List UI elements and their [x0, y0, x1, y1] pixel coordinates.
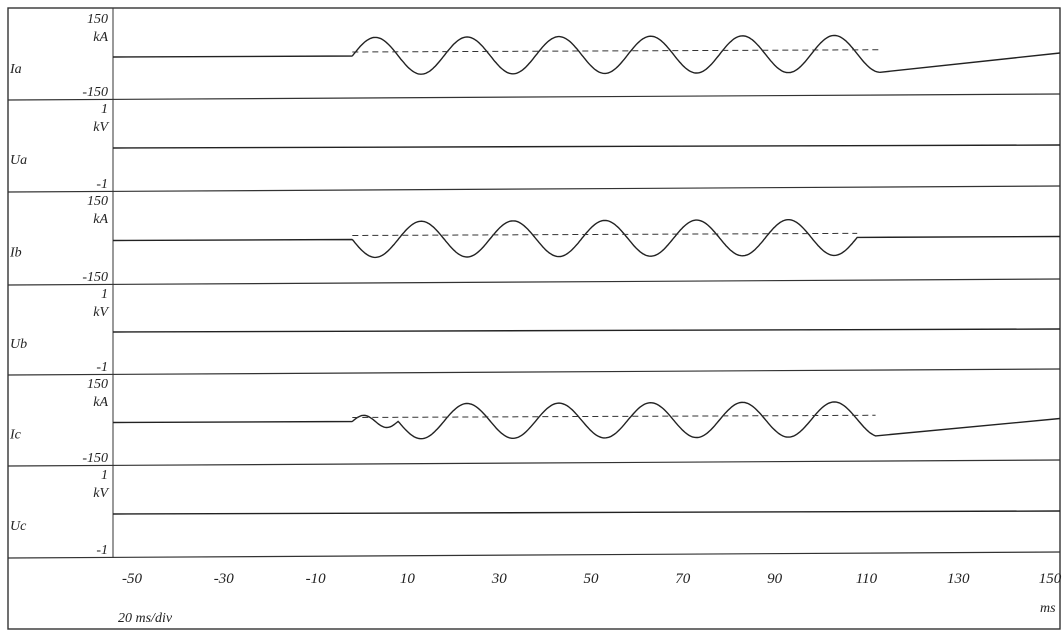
signal-trace: [112, 34, 1061, 75]
channel-name: Ia: [9, 62, 22, 77]
scale-min-label: -150: [82, 451, 108, 466]
unit-label: kA: [93, 30, 108, 45]
signal-trace: [112, 401, 1061, 440]
channel-name: Ua: [10, 153, 27, 168]
signal-trace: [112, 219, 1061, 259]
channel-name: Ib: [9, 246, 22, 261]
scale-max-label: 1: [101, 468, 108, 483]
channel-name: Uc: [10, 519, 27, 534]
panel-separator: [7, 551, 1061, 559]
x-tick-label: 50: [584, 571, 600, 587]
x-tick-label: 30: [491, 571, 508, 587]
scale-min-label: -1: [96, 543, 108, 558]
x-tick-label: 110: [856, 571, 878, 587]
scale-max-label: 150: [87, 12, 108, 27]
scale-min-label: -150: [82, 270, 108, 285]
scale-min-label: -150: [82, 85, 108, 100]
x-tick-label: 90: [767, 571, 783, 587]
scale-max-label: 150: [87, 377, 108, 392]
panel-separator: [7, 368, 1061, 376]
time-axis: -50 -30 -10 10 30 50 70 90 110 130 150 20 ms/div ms: [118, 571, 1062, 626]
scale-max-label: 1: [101, 102, 108, 117]
x-tick-label: -50: [122, 571, 142, 587]
x-tick-label: 70: [675, 571, 691, 587]
scale-max-label: 150: [87, 194, 108, 209]
dc-offset-line: [352, 49, 881, 53]
signal-trace: [112, 510, 1061, 515]
dc-offset-line: [352, 414, 876, 418]
x-tick-label: -10: [306, 571, 326, 587]
channel-ub: 1 kV -1 Ub: [7, 287, 1061, 376]
channel-ua: 1 kV -1 Ua: [7, 102, 1061, 193]
x-tick-label: 130: [947, 571, 970, 587]
scale-min-label: -1: [96, 177, 108, 192]
dc-offset-line: [352, 232, 858, 236]
unit-label: kV: [93, 486, 109, 501]
channel-name: Ub: [10, 337, 27, 352]
signal-trace: [112, 328, 1061, 333]
unit-label: kV: [93, 120, 109, 135]
x-tick-label: -30: [214, 571, 234, 587]
signal-trace: [112, 144, 1061, 149]
channel-ib: 150 kA -150 Ib: [7, 194, 1061, 286]
time-scale-label: 20 ms/div: [118, 611, 173, 626]
panel-separator: [7, 185, 1061, 193]
scale-min-label: -1: [96, 360, 108, 375]
chart-frame: [7, 7, 1061, 630]
panel-separator: [7, 93, 1061, 101]
unit-label: kA: [93, 395, 108, 410]
chart-border: [7, 7, 1061, 630]
x-tick-label: 150: [1039, 571, 1062, 587]
scale-max-label: 1: [101, 287, 108, 302]
unit-label: kV: [93, 305, 109, 320]
panel-separator: [7, 278, 1061, 286]
unit-label: kA: [93, 212, 108, 227]
x-tick-label: 10: [400, 571, 416, 587]
channel-ic: 150 kA -150 Ic: [7, 377, 1061, 467]
channel-ia: 150 kA -150 Ia: [7, 12, 1061, 101]
channel-name: Ic: [9, 428, 22, 443]
channel-uc: 1 kV -1 Uc: [7, 468, 1061, 559]
time-unit-label: ms: [1040, 601, 1056, 616]
panel-separator: [7, 459, 1061, 467]
channel-panels: 150 kA -150 Ia 1 kV -1 Ua 150 kA -150 Ib 1 kV -1 Ub 150 k…: [7, 12, 1061, 559]
